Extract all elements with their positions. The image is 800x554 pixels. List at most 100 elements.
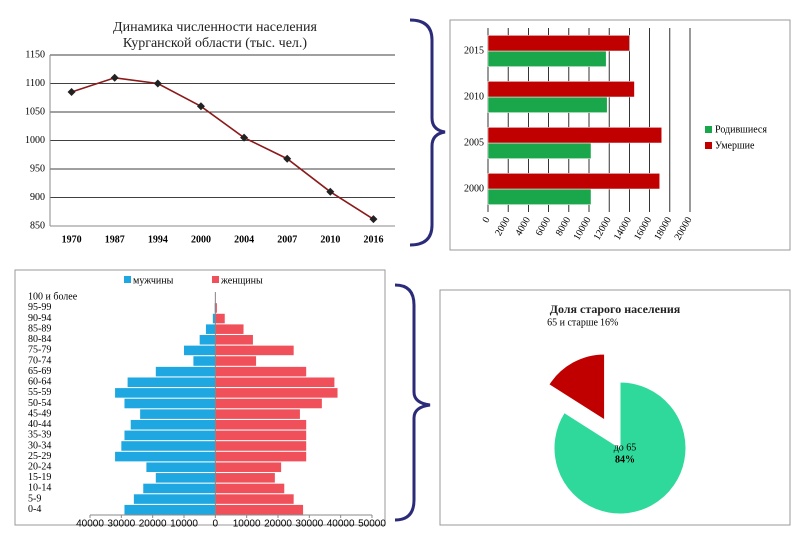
marker bbox=[283, 154, 292, 163]
x-tick-label: 2010 bbox=[320, 234, 340, 245]
y-tick-label: 50-54 bbox=[28, 398, 51, 409]
legend-swatch bbox=[212, 276, 219, 283]
x-tick-label: 16000 bbox=[632, 215, 654, 242]
bar bbox=[487, 188, 592, 205]
bar bbox=[130, 419, 216, 430]
x-tick-label: 2016 bbox=[363, 234, 383, 245]
y-tick-label: 70-74 bbox=[28, 355, 51, 366]
y-tick-label: 80-84 bbox=[28, 334, 51, 345]
marker bbox=[326, 187, 335, 196]
legend-label: мужчины bbox=[133, 275, 174, 286]
x-tick-label: 1987 bbox=[105, 234, 125, 245]
legend-label: Умершие bbox=[715, 140, 755, 151]
x-tick-label: 40000 bbox=[76, 519, 104, 530]
x-tick-label: 2007 bbox=[277, 234, 297, 245]
x-tick-label: 4000 bbox=[513, 215, 533, 238]
x-tick-label: 0 bbox=[213, 519, 219, 530]
bar bbox=[146, 462, 216, 472]
bar bbox=[215, 345, 294, 356]
y-tick-label: 60-64 bbox=[28, 377, 51, 388]
y-tick-label: 2000 bbox=[464, 183, 484, 194]
x-tick-label: 8000 bbox=[554, 215, 574, 238]
bar bbox=[215, 504, 304, 515]
y-tick-label: 55-59 bbox=[28, 387, 51, 398]
y-tick-label: 0-4 bbox=[28, 504, 41, 515]
bar bbox=[215, 419, 307, 430]
y-tick-label: 65-69 bbox=[28, 366, 51, 377]
bar bbox=[133, 494, 216, 504]
y-tick-label: 5-9 bbox=[28, 493, 41, 504]
y-tick-label: 95-99 bbox=[28, 302, 51, 313]
bar bbox=[487, 127, 662, 144]
bar bbox=[124, 398, 216, 409]
bar bbox=[127, 377, 216, 388]
bar bbox=[199, 335, 216, 345]
bar bbox=[121, 441, 216, 451]
bar bbox=[215, 441, 307, 451]
bar bbox=[124, 430, 216, 441]
y-tick-label: 2005 bbox=[464, 137, 484, 148]
bar bbox=[215, 366, 307, 377]
line bbox=[71, 76, 374, 220]
x-tick-label: 20000 bbox=[139, 519, 167, 530]
x-tick-label: 10000 bbox=[170, 519, 198, 530]
y-tick-label: 1000 bbox=[25, 135, 45, 146]
y-tick-label: 20-24 bbox=[28, 462, 51, 473]
pie-slice bbox=[553, 381, 687, 515]
x-tick-label: 6000 bbox=[534, 215, 554, 238]
bar bbox=[140, 409, 216, 419]
x-tick-label: 50000 bbox=[358, 519, 386, 530]
legend-swatch bbox=[705, 126, 712, 133]
x-tick-label: 0 bbox=[481, 215, 493, 225]
marker bbox=[153, 79, 162, 88]
bar bbox=[184, 345, 216, 356]
bar bbox=[205, 324, 216, 334]
y-tick-label: 35-39 bbox=[28, 430, 51, 441]
x-tick-label: 2004 bbox=[234, 234, 254, 245]
legend-label: женщины bbox=[220, 275, 263, 286]
y-tick-label: 2010 bbox=[464, 91, 484, 102]
bar bbox=[215, 398, 322, 409]
bar bbox=[212, 313, 216, 324]
bar bbox=[215, 473, 275, 483]
x-tick-label: 30000 bbox=[295, 519, 323, 530]
y-tick-label: 950 bbox=[30, 163, 45, 174]
bracket bbox=[394, 283, 431, 522]
y-tick-label: 900 bbox=[30, 192, 45, 203]
x-tick-label: 20000 bbox=[264, 519, 292, 530]
marker bbox=[240, 133, 249, 142]
y-tick-label: 100 и более bbox=[28, 292, 78, 303]
y-tick-label: 40-44 bbox=[28, 419, 51, 430]
x-tick-label: 40000 bbox=[327, 519, 355, 530]
bar bbox=[215, 377, 335, 388]
y-tick-label: 850 bbox=[30, 220, 45, 231]
bar bbox=[487, 35, 630, 52]
bar bbox=[143, 483, 216, 494]
chart-title: Динамика численности населения Курганско… bbox=[113, 20, 317, 51]
y-tick-label: 75-79 bbox=[28, 345, 51, 356]
x-tick-label: 20000 bbox=[673, 215, 695, 242]
bar bbox=[215, 313, 225, 324]
legend-swatch bbox=[705, 142, 712, 149]
x-tick-label: 14000 bbox=[612, 215, 634, 242]
panel-border bbox=[449, 19, 791, 251]
y-tick-label: 1150 bbox=[25, 49, 45, 60]
bar bbox=[487, 50, 607, 67]
y-tick-label: 85-89 bbox=[28, 323, 51, 334]
bar bbox=[115, 388, 216, 398]
bar bbox=[215, 388, 338, 398]
bar bbox=[215, 356, 257, 366]
marker bbox=[196, 102, 205, 111]
x-tick-label: 18000 bbox=[652, 215, 674, 242]
y-tick-label: 1050 bbox=[25, 106, 45, 117]
slice-label: до 65 bbox=[614, 442, 637, 453]
bar bbox=[215, 451, 307, 462]
legend-label: Родившиеся bbox=[715, 124, 767, 135]
bar bbox=[487, 142, 592, 159]
x-tick-label: 1994 bbox=[148, 234, 168, 245]
x-tick-label: 2000 bbox=[191, 234, 211, 245]
bar bbox=[487, 96, 608, 113]
x-tick-label: 12000 bbox=[592, 215, 614, 242]
panel-border bbox=[14, 269, 386, 526]
